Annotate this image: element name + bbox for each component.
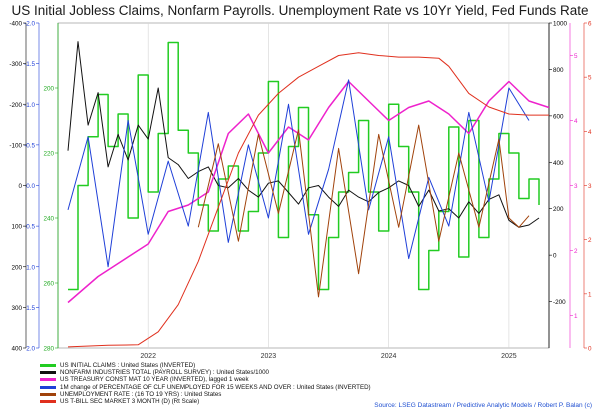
legend-swatch bbox=[40, 371, 56, 375]
tick-label-ax_payroll: -200 bbox=[553, 299, 566, 306]
tick-label-ax_blue: -2.0 bbox=[24, 21, 35, 28]
tick-label-ax_red: 4 bbox=[588, 129, 592, 136]
tick-label-ax_blue: 1.5 bbox=[26, 305, 35, 312]
axis-ax_green: 200 220 240 260 280 bbox=[43, 23, 59, 353]
legend-label: US T-BILL SEC MARKET 3 MONTH (D) (Rt Sca… bbox=[60, 398, 200, 406]
legend-swatch bbox=[40, 364, 56, 368]
legend-label: UNEMPLOYMENT RATE : (16 TO 19 YRS) : Uni… bbox=[60, 390, 222, 398]
chart-title: US Initial Jobless Claims, Nonfarm Payro… bbox=[11, 3, 589, 18]
legend-label: US INITIAL CLAIMS : United States (INVER… bbox=[60, 362, 196, 370]
axis-ax_payroll: -200 0 200 400 600 800 1000 bbox=[548, 21, 568, 348]
series-line-5 bbox=[67, 52, 549, 348]
legend-label: US TREASURY CONST MAT 10 YEAR (INVERTED)… bbox=[60, 376, 249, 384]
tick-label-ax_blue: 1.0 bbox=[26, 264, 35, 271]
tick-label-ax_payroll: 800 bbox=[553, 67, 564, 74]
legend-label: NONFARM INDUSTRIES TOTAL (PAYROLL SURVEY… bbox=[60, 369, 269, 377]
tick-label-ax_pink: 4 bbox=[574, 118, 578, 125]
axis-ax_blue: -2.0 -1.5 -1.0 -0.5 0.0 0.5 1.0 1.5 2.0 bbox=[24, 21, 40, 353]
x-tick-label: 2025 bbox=[501, 353, 517, 360]
tick-label-ax_green: 220 bbox=[43, 151, 54, 158]
source-note: Source: LSEG Datastream / Predictive Ana… bbox=[374, 402, 592, 409]
tick-label-ax_payroll: 600 bbox=[553, 113, 564, 120]
legend-item: 1M change of PERCENTAGE OF CLF UNEMPLOYE… bbox=[40, 383, 371, 391]
axes: -400-300-200-1000100200300400-2.0-1.5-1.… bbox=[9, 21, 592, 353]
tick-label-ax_pink: 5 bbox=[574, 53, 578, 60]
legend-item: US INITIAL CLAIMS : United States (INVER… bbox=[40, 362, 370, 369]
tick-label-ax_blue: -1.5 bbox=[24, 61, 35, 68]
x-tick-label: 2022 bbox=[140, 353, 156, 360]
series-lines bbox=[67, 41, 550, 348]
tick-label-ax_payroll: 1000 bbox=[553, 21, 568, 28]
legend-item: US T-BILL SEC MARKET 3 MONTH (D) (Rt Sca… bbox=[40, 398, 370, 405]
legend-swatch bbox=[40, 378, 56, 382]
legend-item: UNEMPLOYMENT RATE : (16 TO 19 YRS) : Uni… bbox=[40, 391, 370, 398]
tick-label-ax_payroll: 0 bbox=[553, 253, 557, 260]
tick-label-ax_black: -300 bbox=[9, 61, 22, 68]
legend-item: NONFARM INDUSTRIES TOTAL (PAYROLL SURVEY… bbox=[40, 369, 370, 376]
tick-label-ax_red: 3 bbox=[588, 183, 592, 190]
series-line-1 bbox=[67, 41, 540, 228]
axis-ax_pink: 1 2 3 4 5 bbox=[569, 23, 578, 348]
tick-label-ax_red: 0 bbox=[588, 346, 592, 353]
tick-label-ax_pink: 2 bbox=[574, 248, 578, 255]
axis-ax_red: 0 1 2 3 4 5 6 bbox=[583, 21, 592, 353]
tick-label-ax_red: 1 bbox=[588, 291, 592, 298]
tick-label-ax_pink: 3 bbox=[574, 183, 578, 190]
plot-area bbox=[57, 22, 550, 349]
tick-label-ax_blue: 0.0 bbox=[26, 183, 35, 190]
x-tick-label: 2023 bbox=[261, 353, 277, 360]
tick-label-ax_black: -400 bbox=[9, 21, 22, 28]
tick-label-ax_green: 280 bbox=[43, 346, 54, 353]
legend-swatch bbox=[40, 400, 56, 404]
tick-label-ax_black: -200 bbox=[9, 102, 22, 109]
tick-label-ax_red: 2 bbox=[588, 237, 592, 244]
tick-label-ax_red: 5 bbox=[588, 75, 592, 82]
tick-label-ax_payroll: 400 bbox=[553, 160, 564, 167]
tick-label-ax_green: 240 bbox=[43, 216, 54, 223]
series-line-0 bbox=[68, 41, 540, 291]
tick-label-ax_black: 300 bbox=[11, 305, 22, 312]
legend-item: US TREASURY CONST MAT 10 YEAR (INVERTED)… bbox=[40, 376, 370, 383]
legend-swatch bbox=[40, 392, 56, 396]
tick-label-ax_black: -100 bbox=[9, 142, 22, 149]
tick-label-ax_black: 100 bbox=[11, 224, 22, 231]
tick-label-ax_payroll: 200 bbox=[553, 206, 564, 213]
series-line-4 bbox=[197, 124, 530, 298]
tick-label-ax_green: 200 bbox=[43, 86, 54, 93]
series-line-3 bbox=[67, 79, 530, 268]
legend-label: 1M change of PERCENTAGE OF CLF UNEMPLOYE… bbox=[60, 383, 371, 391]
tick-label-ax_blue: -0.5 bbox=[24, 142, 35, 149]
tick-label-ax_red: 6 bbox=[588, 21, 592, 28]
tick-label-ax_pink: 1 bbox=[574, 313, 578, 320]
axis-ax_black: -400 -300 -200 -100 0 100 200 300 400 bbox=[9, 21, 27, 353]
x-tick-label: 2024 bbox=[381, 353, 397, 360]
tick-label-ax_blue: -1.0 bbox=[24, 102, 35, 109]
legend-swatch bbox=[40, 385, 56, 389]
tick-label-ax_black: 400 bbox=[11, 346, 22, 353]
tick-label-ax_black: 0 bbox=[18, 183, 22, 190]
tick-label-ax_blue: 0.5 bbox=[26, 224, 35, 231]
tick-label-ax_black: 200 bbox=[11, 264, 22, 271]
tick-label-ax_green: 260 bbox=[43, 281, 54, 288]
legend: US INITIAL CLAIMS : United States (INVER… bbox=[40, 362, 371, 405]
tick-label-ax_blue: 2.0 bbox=[26, 346, 35, 353]
